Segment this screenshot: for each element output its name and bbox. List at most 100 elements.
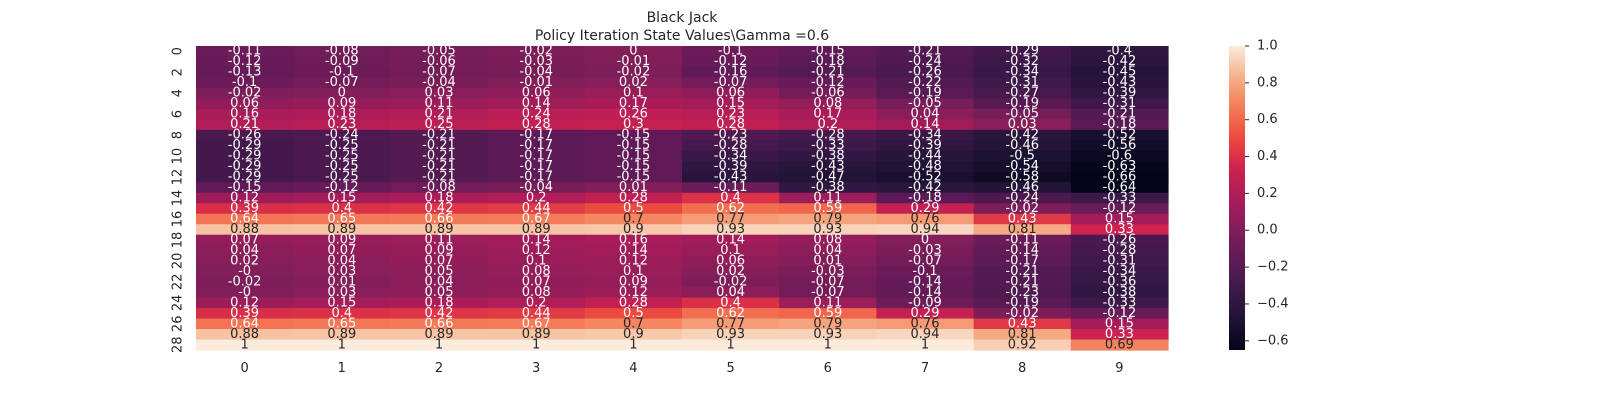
cell-value-label: 0.06 bbox=[716, 86, 745, 101]
cell-value-label: -0.1 bbox=[232, 75, 257, 90]
heatmap-cell bbox=[682, 87, 780, 100]
colorbar-tick-label: 0.6 bbox=[1257, 112, 1278, 127]
cell-value-label: -0.56 bbox=[1103, 138, 1137, 153]
heatmap-cell bbox=[779, 77, 877, 89]
cell-value-label: 0.33 bbox=[1105, 327, 1134, 342]
cell-value-label: -0.26 bbox=[228, 128, 262, 143]
cell-value-label: -0.21 bbox=[422, 128, 456, 143]
cell-value-label: 0.59 bbox=[813, 201, 842, 216]
heatmap-cell bbox=[1070, 77, 1169, 89]
heatmap-cell bbox=[973, 182, 1072, 194]
cell-value-label: -0.52 bbox=[1103, 128, 1137, 143]
cell-value-label: -0.07 bbox=[811, 285, 845, 300]
heatmap-cell bbox=[973, 276, 1072, 288]
heatmap-cell bbox=[487, 56, 586, 68]
cell-value-label: -0.63 bbox=[1103, 159, 1137, 174]
cell-value-label: -0.26 bbox=[908, 65, 942, 80]
heatmap-cell bbox=[390, 266, 489, 278]
colorbar-tick-label: 1.0 bbox=[1257, 39, 1278, 54]
cell-value-label: -0.24 bbox=[908, 54, 942, 69]
cell-value-label: 0.62 bbox=[716, 201, 745, 216]
heatmap-cell bbox=[196, 56, 294, 68]
cell-value-label: 0.64 bbox=[230, 316, 259, 331]
heatmap-cell bbox=[876, 108, 975, 120]
cell-value-label: -0.02 bbox=[519, 44, 553, 59]
heatmap-cell bbox=[487, 329, 586, 341]
cell-value-label: -0.07 bbox=[714, 75, 748, 90]
heatmap-cell bbox=[293, 234, 391, 246]
heatmap-cell bbox=[876, 203, 975, 215]
x-tick-label: 6 bbox=[824, 361, 832, 376]
heatmap-cell bbox=[973, 297, 1072, 309]
cell-value-label: -0.21 bbox=[1005, 274, 1039, 289]
heatmap-cell bbox=[682, 224, 780, 236]
cell-value-label: 0.12 bbox=[230, 191, 259, 206]
heatmap-cell bbox=[487, 224, 586, 236]
heatmap-cell bbox=[293, 171, 391, 183]
heatmap-cell bbox=[584, 329, 683, 341]
cell-value-label: 0.3 bbox=[623, 117, 644, 132]
cell-value-label: 1 bbox=[338, 337, 346, 352]
cell-value-label: 0.79 bbox=[813, 211, 842, 226]
y-tick-label: 22 bbox=[171, 274, 186, 291]
heatmap-cell bbox=[779, 276, 877, 288]
cell-value-label: -0.21 bbox=[908, 44, 942, 59]
cell-value-label: 0.94 bbox=[911, 327, 940, 342]
cell-value-label: 0.18 bbox=[425, 295, 454, 310]
heatmap-cell bbox=[584, 77, 683, 89]
heatmap-cell bbox=[584, 245, 683, 257]
heatmap-cell bbox=[779, 192, 877, 204]
cell-value-label: -0.54 bbox=[1005, 159, 1039, 174]
heatmap-cell bbox=[876, 224, 975, 236]
cell-value-label: 0.07 bbox=[230, 232, 259, 247]
cell-value-label: -0.28 bbox=[811, 128, 845, 143]
cell-value-label: 0.15 bbox=[327, 191, 356, 206]
cell-value-label: 0.28 bbox=[619, 191, 648, 206]
heatmap-cell bbox=[584, 287, 683, 299]
heatmap-cell bbox=[584, 46, 683, 58]
heatmap-cell bbox=[390, 77, 489, 89]
heatmap-cell bbox=[779, 297, 877, 309]
heatmap-cell bbox=[973, 318, 1072, 330]
cell-value-label: 0.42 bbox=[425, 306, 454, 321]
heatmap-cell bbox=[487, 161, 586, 173]
heatmap-cell bbox=[876, 308, 975, 320]
y-tick-label: 6 bbox=[170, 110, 185, 118]
cell-value-label: -0.21 bbox=[811, 65, 845, 80]
heatmap-cell bbox=[682, 129, 780, 141]
heatmap-cell bbox=[584, 119, 683, 131]
cell-value-label: 0.11 bbox=[425, 96, 454, 111]
heatmap-cell bbox=[487, 129, 586, 141]
heatmap-cell bbox=[1070, 224, 1169, 236]
heatmap-cell bbox=[1070, 318, 1169, 330]
heatmap-cell bbox=[293, 98, 391, 110]
cell-value-label: -0.02 bbox=[714, 274, 748, 289]
heatmap-cell bbox=[584, 171, 683, 183]
cell-value-label: -0.02 bbox=[228, 274, 262, 289]
cell-value-label: 0.06 bbox=[522, 86, 551, 101]
cell-value-label: 0.39 bbox=[230, 201, 259, 216]
heatmap-cell bbox=[487, 213, 586, 225]
heatmap-cell bbox=[1070, 66, 1169, 79]
cell-value-label: -0.04 bbox=[519, 65, 553, 80]
cell-value-label: -0.11 bbox=[1005, 232, 1039, 247]
cell-value-label: 0.93 bbox=[813, 327, 842, 342]
y-tick-label: 24 bbox=[170, 295, 185, 312]
cell-value-label: 0 bbox=[921, 232, 929, 247]
cell-value-label: 0.81 bbox=[1008, 327, 1037, 342]
heatmap-cell bbox=[196, 245, 294, 257]
cell-value-label: -0.33 bbox=[811, 138, 845, 153]
heatmap-cell bbox=[487, 192, 586, 204]
heatmap-cell bbox=[1070, 171, 1169, 183]
cell-value-label: 1 bbox=[435, 337, 443, 352]
cell-value-label: -0.44 bbox=[908, 149, 942, 164]
cell-value-label: -0.12 bbox=[714, 54, 748, 69]
cell-value-label: -0.5 bbox=[1010, 149, 1035, 164]
x-tick-label: 8 bbox=[1018, 361, 1026, 376]
cell-value-label: 0.05 bbox=[425, 264, 454, 279]
cell-value-label: -0.25 bbox=[325, 149, 359, 164]
heatmap-cell bbox=[1070, 339, 1169, 351]
heatmap-cell bbox=[973, 224, 1072, 236]
heatmap-cell bbox=[682, 297, 780, 309]
y-tick-label: 10 bbox=[170, 148, 185, 165]
